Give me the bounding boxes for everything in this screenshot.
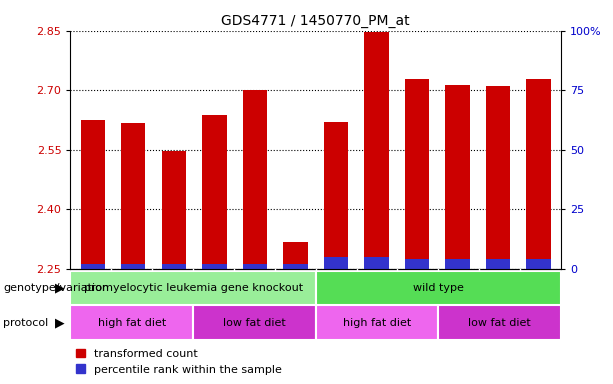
Text: ▶: ▶ [55, 316, 64, 329]
Title: GDS4771 / 1450770_PM_at: GDS4771 / 1450770_PM_at [221, 14, 410, 28]
Bar [193, 305, 316, 340]
Bar [81, 120, 105, 269]
Bar [364, 31, 389, 269]
Bar [202, 115, 227, 269]
Bar [316, 271, 561, 305]
Bar [324, 122, 348, 269]
Bar [364, 257, 389, 269]
Text: low fat diet: low fat diet [468, 318, 531, 328]
Bar [405, 259, 429, 269]
Text: promyelocytic leukemia gene knockout: promyelocytic leukemia gene knockout [83, 283, 303, 293]
Bar [283, 242, 308, 269]
Text: wild type: wild type [413, 283, 463, 293]
Bar [162, 151, 186, 269]
Text: high fat diet: high fat diet [97, 318, 166, 328]
Bar [243, 90, 267, 269]
Bar [81, 264, 105, 269]
Bar [283, 264, 308, 269]
Text: low fat diet: low fat diet [223, 318, 286, 328]
Bar [527, 79, 550, 269]
Text: genotype/variation: genotype/variation [3, 283, 109, 293]
Bar [438, 305, 561, 340]
Text: protocol: protocol [3, 318, 48, 328]
Bar [316, 305, 438, 340]
Bar [162, 264, 186, 269]
Bar [405, 79, 429, 269]
Legend: transformed count, percentile rank within the sample: transformed count, percentile rank withi… [76, 349, 282, 375]
Bar [446, 85, 470, 269]
Bar [486, 259, 510, 269]
Bar [70, 271, 316, 305]
Bar [243, 264, 267, 269]
Bar [121, 123, 145, 269]
Bar [70, 305, 193, 340]
Text: high fat diet: high fat diet [343, 318, 411, 328]
Bar [324, 257, 348, 269]
Text: ▶: ▶ [55, 281, 64, 295]
Bar [121, 264, 145, 269]
Bar [486, 86, 510, 269]
Bar [446, 259, 470, 269]
Bar [527, 259, 550, 269]
Bar [202, 264, 227, 269]
